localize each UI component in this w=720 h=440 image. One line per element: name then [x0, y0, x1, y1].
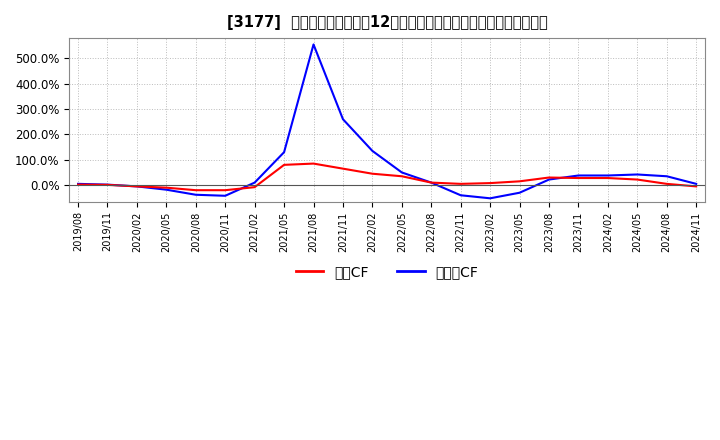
営業CF: [544, 175, 553, 180]
営業CF: [603, 176, 612, 181]
フリーCF: [73, 181, 82, 187]
フリーCF: [427, 180, 436, 185]
営業CF: [456, 181, 465, 187]
営業CF: [132, 184, 141, 189]
営業CF: [574, 176, 582, 181]
フリーCF: [544, 177, 553, 182]
フリーCF: [574, 173, 582, 178]
営業CF: [103, 182, 112, 187]
営業CF: [427, 180, 436, 185]
営業CF: [633, 177, 642, 182]
フリーCF: [162, 187, 171, 192]
営業CF: [397, 174, 406, 179]
フリーCF: [603, 173, 612, 178]
フリーCF: [192, 192, 200, 198]
Title: [3177]  キャッシュフローの12か月移動合計の対前年同期増減率の推移: [3177] キャッシュフローの12か月移動合計の対前年同期増減率の推移: [227, 15, 547, 30]
フリーCF: [486, 196, 495, 201]
フリーCF: [309, 42, 318, 47]
Legend: 営業CF, フリーCF: 営業CF, フリーCF: [290, 260, 484, 285]
営業CF: [162, 185, 171, 191]
フリーCF: [132, 184, 141, 189]
フリーCF: [280, 150, 289, 155]
フリーCF: [221, 193, 230, 198]
フリーCF: [516, 190, 524, 195]
営業CF: [692, 184, 701, 189]
営業CF: [192, 187, 200, 193]
営業CF: [309, 161, 318, 166]
フリーCF: [692, 181, 701, 187]
Line: フリーCF: フリーCF: [78, 44, 696, 198]
フリーCF: [338, 117, 347, 122]
フリーCF: [633, 172, 642, 177]
営業CF: [280, 162, 289, 168]
フリーCF: [456, 193, 465, 198]
営業CF: [516, 179, 524, 184]
フリーCF: [368, 148, 377, 154]
営業CF: [221, 187, 230, 193]
フリーCF: [397, 170, 406, 175]
フリーCF: [662, 174, 671, 179]
Line: 営業CF: 営業CF: [78, 164, 696, 190]
営業CF: [338, 166, 347, 171]
営業CF: [368, 171, 377, 176]
フリーCF: [251, 180, 259, 185]
営業CF: [662, 181, 671, 187]
営業CF: [73, 182, 82, 187]
営業CF: [486, 180, 495, 186]
営業CF: [251, 184, 259, 190]
フリーCF: [103, 182, 112, 187]
